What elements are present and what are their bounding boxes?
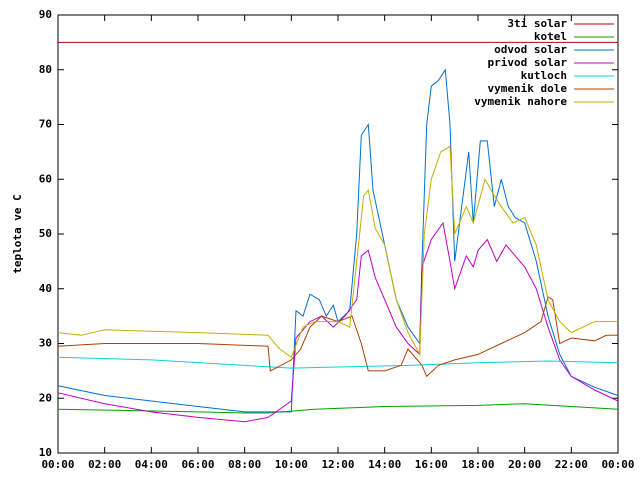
x-tick-label: 18:00 [461, 458, 494, 471]
legend-label: vymenik nahore [474, 95, 567, 108]
y-tick-label: 20 [39, 391, 52, 404]
x-tick-label: 06:00 [181, 458, 214, 471]
series-line [57, 403, 619, 414]
x-tick-label: 20:00 [508, 458, 541, 471]
y-tick-label: 40 [39, 282, 52, 295]
legend-label: odvod solar [494, 43, 567, 56]
x-tick-label: 10:00 [275, 458, 308, 471]
x-tick-label: 00:00 [601, 458, 634, 471]
x-tick-label: 08:00 [228, 458, 261, 471]
series-line [57, 68, 619, 413]
x-tick-label: 16:00 [415, 458, 448, 471]
y-tick-label: 70 [39, 118, 52, 131]
y-tick-label: 50 [39, 227, 52, 240]
x-tick-label: 02:00 [88, 458, 121, 471]
series-line [57, 296, 618, 378]
y-tick-label: 90 [39, 8, 52, 21]
series-line [57, 356, 619, 369]
x-tick-label: 14:00 [368, 458, 401, 471]
y-tick-label: 60 [39, 172, 52, 185]
x-tick-label: 12:00 [321, 458, 354, 471]
legend-label: privod solar [488, 56, 568, 69]
legend-label: vymenik dole [488, 82, 568, 95]
legend-label: kotel [534, 30, 567, 43]
series-line [57, 145, 618, 358]
x-tick-label: 04:00 [135, 458, 168, 471]
y-tick-label: 30 [39, 337, 52, 350]
legend-label: 3ti solar [507, 17, 567, 30]
x-tick-label: 22:00 [555, 458, 588, 471]
y-tick-label: 10 [39, 446, 52, 459]
legend-label: kutloch [521, 69, 567, 82]
y-tick-label: 80 [39, 63, 52, 76]
x-tick-label: 00:00 [41, 458, 74, 471]
y-axis-label: teplota ve C [11, 194, 24, 273]
